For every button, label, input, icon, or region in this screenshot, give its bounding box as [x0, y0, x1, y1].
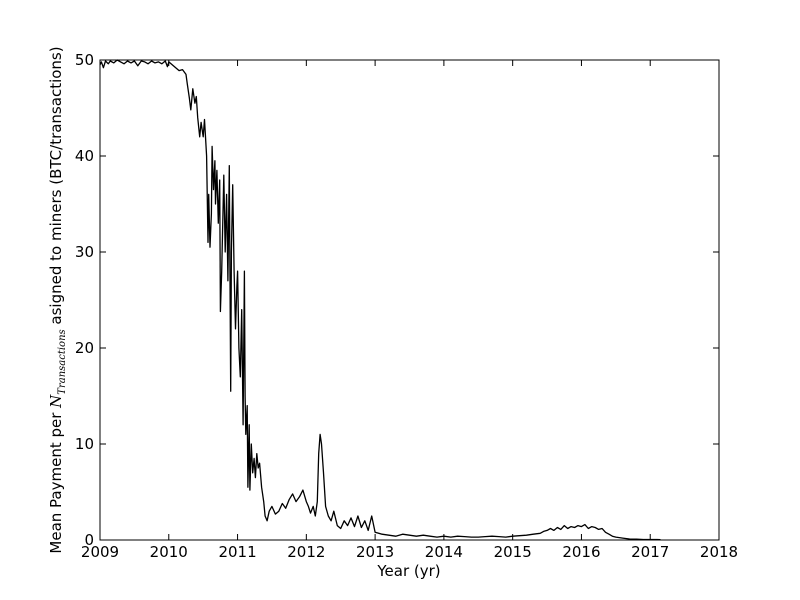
x-tick-label: 2011	[218, 543, 256, 561]
x-axis-label: Year (yr)	[376, 562, 440, 580]
x-tick-label: 2018	[700, 543, 738, 561]
plot-frame	[99, 59, 720, 541]
data-layer	[99, 59, 661, 541]
x-tick-label: 2016	[562, 543, 600, 561]
y-axis-label-after: asigned to miners (BTC/transactions)	[47, 46, 65, 329]
x-tick-label: 2013	[356, 543, 394, 561]
y-axis-label-before: Mean Payment per	[47, 408, 65, 554]
y-axis-label-variable: N	[47, 394, 65, 409]
x-tick-label: 2010	[150, 543, 188, 561]
y-tick-label: 30	[75, 243, 94, 261]
x-tick-label: 2014	[425, 543, 463, 561]
y-tick-label: 0	[84, 531, 94, 549]
x-tick-label: 2015	[494, 543, 532, 561]
series-line	[99, 59, 661, 541]
y-axis-label-subscript: Transactions	[57, 329, 68, 394]
x-tick-label: 2012	[287, 543, 325, 561]
y-tick-label: 40	[75, 147, 94, 165]
x-axis-ticks: 2009 2010 2011 2012 2013 2014 2015 2016 2017 2018	[81, 60, 738, 561]
x-tick-label: 2017	[631, 543, 669, 561]
y-tick-label: 20	[75, 339, 94, 357]
y-tick-label: 50	[75, 51, 94, 69]
y-axis-ticks: 0 10 20 30 40 50	[75, 51, 719, 549]
y-tick-label: 10	[75, 435, 94, 453]
y-axis-label: Mean Payment per NTransactions asigned t…	[47, 46, 68, 553]
x-tick-label: 2009	[81, 543, 119, 561]
